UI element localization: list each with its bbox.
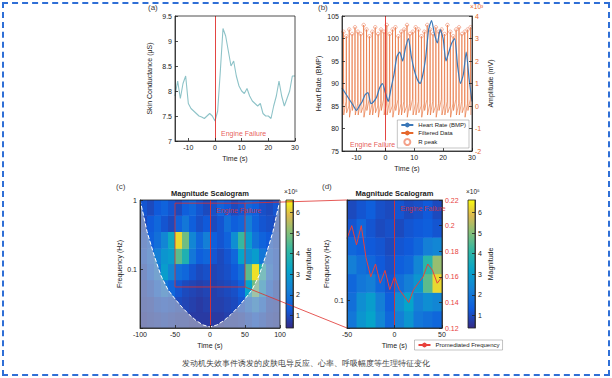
svg-text:1: 1 [296, 312, 300, 319]
svg-text:发动机失效事件诱发的皮肤电导反应、心率、呼吸幅度等生理特征变: 发动机失效事件诱发的皮肤电导反应、心率、呼吸幅度等生理特征变化 [182, 359, 430, 368]
svg-text:7: 7 [168, 138, 172, 145]
svg-text:30: 30 [291, 144, 299, 151]
svg-text:85: 85 [331, 103, 339, 110]
svg-text:2: 2 [478, 291, 482, 298]
svg-text:0: 0 [475, 103, 479, 110]
svg-text:Time (s): Time (s) [394, 165, 419, 173]
svg-text:4: 4 [478, 250, 482, 257]
svg-text:2: 2 [475, 58, 479, 65]
svg-text:Promediated Frequency: Promediated Frequency [436, 342, 500, 348]
svg-text:8.5: 8.5 [162, 63, 172, 70]
svg-text:6: 6 [296, 209, 300, 216]
svg-text:Frequency (Hz): Frequency (Hz) [116, 240, 124, 288]
svg-text:-50: -50 [170, 331, 180, 338]
svg-text:20: 20 [264, 144, 272, 151]
svg-text:Amplitude (mV): Amplitude (mV) [487, 59, 495, 107]
svg-text:(a): (a) [148, 3, 158, 12]
svg-text:80: 80 [331, 125, 339, 132]
svg-text:7.5: 7.5 [162, 113, 172, 120]
svg-text:(c): (c) [116, 182, 126, 191]
svg-text:90: 90 [331, 80, 339, 87]
svg-text:(d): (d) [322, 182, 332, 191]
svg-text:×10⁵: ×10⁵ [284, 188, 298, 195]
svg-text:4: 4 [475, 13, 479, 20]
svg-text:5: 5 [478, 230, 482, 237]
svg-text:9.5: 9.5 [162, 13, 172, 20]
svg-text:-10: -10 [183, 144, 193, 151]
svg-text:3: 3 [475, 35, 479, 42]
svg-text:10: 10 [410, 154, 418, 161]
svg-text:0: 0 [383, 154, 387, 161]
svg-text:Time (s): Time (s) [222, 155, 247, 163]
svg-text:0.12: 0.12 [445, 325, 459, 332]
svg-text:50: 50 [241, 331, 249, 338]
svg-text:50: 50 [438, 331, 446, 338]
svg-text:0.22: 0.22 [445, 197, 459, 204]
svg-text:Engine Failure: Engine Failure [401, 205, 446, 213]
svg-text:0.1: 0.1 [334, 297, 344, 304]
svg-text:0.2: 0.2 [445, 222, 455, 229]
svg-text:0.14: 0.14 [445, 299, 459, 306]
svg-text:Filtered Data: Filtered Data [418, 130, 453, 136]
svg-text:0.18: 0.18 [445, 248, 459, 255]
svg-text:3: 3 [478, 271, 482, 278]
svg-text:R peak: R peak [418, 139, 438, 145]
svg-text:0: 0 [213, 144, 217, 151]
svg-text:Magnitude Scalogram: Magnitude Scalogram [356, 189, 434, 198]
svg-text:4: 4 [296, 250, 300, 257]
svg-text:6: 6 [478, 209, 482, 216]
svg-text:Heart Rate (BMP): Heart Rate (BMP) [418, 122, 466, 128]
svg-text:3: 3 [296, 271, 300, 278]
svg-text:×10³: ×10³ [470, 3, 484, 10]
svg-text:105: 105 [327, 13, 339, 20]
svg-text:-1: -1 [475, 125, 481, 132]
svg-text:5: 5 [296, 230, 300, 237]
svg-text:Magnitude Scalogram: Magnitude Scalogram [171, 189, 249, 198]
svg-text:-50: -50 [342, 331, 352, 338]
svg-text:0.1: 0.1 [127, 266, 137, 273]
svg-text:Skin Conductance (μS): Skin Conductance (μS) [146, 42, 154, 114]
svg-text:1: 1 [133, 197, 137, 204]
svg-text:Engine Failure: Engine Failure [216, 207, 261, 215]
svg-text:(b): (b) [318, 3, 328, 12]
svg-text:Magnitude: Magnitude [487, 248, 495, 281]
svg-text:2: 2 [296, 291, 300, 298]
svg-text:0.16: 0.16 [445, 273, 459, 280]
svg-text:1: 1 [478, 312, 482, 319]
svg-text:75: 75 [331, 148, 339, 155]
svg-text:100: 100 [274, 331, 286, 338]
svg-text:95: 95 [331, 58, 339, 65]
svg-text:0: 0 [393, 331, 397, 338]
svg-text:Time (s): Time (s) [197, 342, 222, 350]
svg-text:Time (s): Time (s) [382, 342, 407, 350]
svg-text:Frequency (Hz): Frequency (Hz) [323, 240, 331, 288]
svg-text:0: 0 [208, 331, 212, 338]
svg-text:30: 30 [468, 154, 476, 161]
svg-text:20: 20 [439, 154, 447, 161]
svg-text:9: 9 [168, 38, 172, 45]
svg-text:Magnitude: Magnitude [305, 248, 313, 281]
svg-text:100: 100 [327, 35, 339, 42]
svg-text:1: 1 [475, 80, 479, 87]
svg-text:8: 8 [168, 88, 172, 95]
svg-text:-10: -10 [351, 154, 361, 161]
svg-text:-2: -2 [475, 148, 481, 155]
svg-text:Heart Rate (BMP): Heart Rate (BMP) [315, 56, 323, 112]
svg-text:Engine Failure: Engine Failure [350, 141, 395, 149]
svg-text:-100: -100 [133, 331, 147, 338]
svg-text:×10⁵: ×10⁵ [466, 188, 480, 195]
svg-text:10: 10 [238, 144, 246, 151]
svg-text:Engine Failure: Engine Failure [221, 130, 266, 138]
